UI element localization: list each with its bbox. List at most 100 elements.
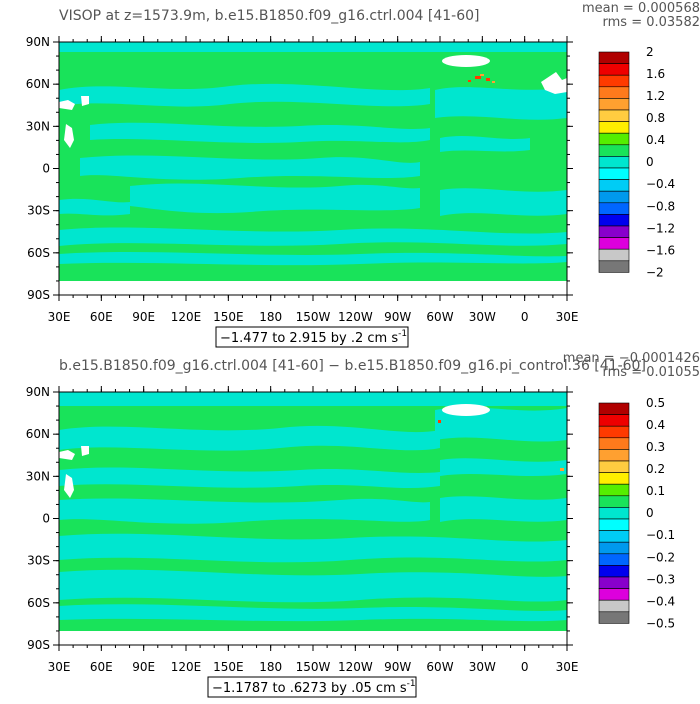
colorbar-label: −1.2 [646,221,675,235]
colorbar-swatch [598,553,630,566]
colorbar-swatch [598,518,630,531]
colorbar-swatch [598,599,630,613]
panel-1-title: VISOP at z=1573.9m, b.e15.B1850.f09_g16.… [59,8,479,24]
x-tick-label: 30W [469,660,496,674]
colorbar-swatch [598,460,630,473]
colorbar-swatch [598,541,630,555]
x-tick-label: 30E [48,660,71,674]
colorbar-label: 0.8 [646,111,665,125]
x-tick-label: 0 [521,660,529,674]
colorbar-swatch [598,63,630,76]
panel-1-mean: mean = 0.000568 [582,1,700,16]
colorbar-swatch [598,588,630,601]
x-tick-label: 60W [426,660,453,674]
colorbar-swatch [598,449,630,462]
panel-1: VISOP at z=1573.9m, b.e15.B1850.f09_g16.… [26,1,700,348]
y-tick-label: 30S [27,554,50,568]
panel-2-rms: rms = 0.01055 [603,365,700,380]
colorbar-swatch [598,74,630,88]
x-tick-label: 90W [384,310,411,324]
y-tick-label: 60N [26,77,50,91]
colorbar-label: −0.8 [646,199,675,213]
colorbar-swatch [598,167,630,180]
y-tick-label: 90N [26,385,50,399]
x-tick-label: 60W [426,310,453,324]
x-tick-label: 120E [171,310,202,324]
colorbar-label: −0.4 [646,594,675,608]
x-tick-label: 0 [521,310,529,324]
colorbar-swatch [598,472,630,485]
y-tick-label: 90S [27,288,50,302]
x-tick-label: 150W [296,660,331,674]
x-tick-label: 60E [90,310,113,324]
colorbar-swatch [598,507,630,520]
colorbar-label: 0 [646,506,654,520]
y-tick-label: 0 [42,162,50,176]
x-tick-label: 30W [469,310,496,324]
colorbar-swatch [598,611,630,624]
y-tick-label: 30N [26,469,50,483]
x-tick-label: 90E [132,660,155,674]
panel-1-range-label: −1.477 to 2.915 by .2 cm s-1 [220,329,407,346]
colorbar-swatch [598,402,630,415]
colorbar-label: −2 [646,265,664,279]
colorbar-swatch [598,495,630,508]
colorbar-swatch [598,437,630,450]
colorbar-swatch [598,565,630,578]
x-tick-label: 90E [132,310,155,324]
x-tick-label: 120E [171,660,202,674]
colorbar-swatch [598,576,630,589]
colorbar-swatch [598,202,630,215]
x-tick-label: 60E [90,660,113,674]
colorbar-swatch [598,237,630,250]
colorbar-label: −0.1 [646,528,675,542]
colorbar-label: 2 [646,45,654,59]
colorbar-swatch [598,144,630,157]
y-tick-label: 30S [27,204,50,218]
colorbar-swatch [598,483,630,497]
colorbar-swatch [598,414,630,427]
colorbar-label: 0.4 [646,133,665,147]
panel-1-rms: rms = 0.03582 [603,15,700,30]
colorbar-swatch [598,132,630,146]
panel-2-colorbar: 0.5 0.4 0.3 0.2 0.1 0 −0.1 −0.2 −0.3 −0.4 −0.5 [598,396,675,630]
colorbar-swatch [598,190,630,204]
colorbar-label: 0.3 [646,440,665,454]
colorbar-label: 0.1 [646,484,665,498]
panel-2-axes: 90N 60N 30N 0 30S 60S 90S 30E 60E 90E 120E 150E 180 1… [26,385,579,674]
panel-1-colorbar: 2 1.6 1.2 0.8 0.4 0 −0.4 −0.8 −1.2 −1.6 −2 [598,45,675,279]
colorbar-swatch [598,86,630,99]
y-tick-label: 90S [27,638,50,652]
colorbar-label: 0.4 [646,418,665,432]
colorbar-label: 1.2 [646,89,665,103]
x-tick-label: 120W [338,310,373,324]
colorbar-swatch [598,121,630,134]
panel-2-title: b.e15.B1850.f09_g16.ctrl.004 [41-60] − b… [59,358,646,374]
x-tick-label: 120W [338,660,373,674]
x-tick-label: 30E [556,310,579,324]
colorbar-label: −0.2 [646,550,675,564]
colorbar-swatch [598,260,630,273]
colorbar-label: 1.6 [646,67,665,81]
colorbar-swatch [598,425,630,439]
colorbar-swatch [598,109,630,122]
x-tick-label: 90W [384,660,411,674]
panel-2-range-label: −1.1787 to .6273 by .05 cm s-1 [212,679,416,696]
colorbar-label: 0 [646,155,654,169]
y-tick-label: 0 [42,512,50,526]
colorbar-label: −0.4 [646,177,675,191]
y-tick-label: 60N [26,427,50,441]
y-tick-label: 60S [27,596,50,610]
colorbar-swatch [598,225,630,238]
panel-2-map [58,391,568,646]
colorbar-swatch [598,248,630,262]
colorbar-swatch [598,214,630,227]
y-tick-label: 90N [26,35,50,49]
colorbar-swatch [598,156,630,169]
x-tick-label: 150E [213,660,244,674]
x-tick-label: 180 [259,310,282,324]
panel-1-map [58,41,568,296]
colorbar-label: −0.5 [646,616,675,630]
colorbar-label: −1.6 [646,243,675,257]
